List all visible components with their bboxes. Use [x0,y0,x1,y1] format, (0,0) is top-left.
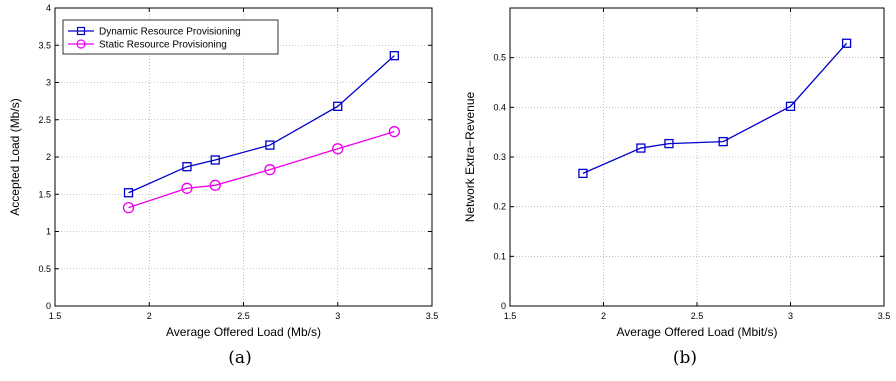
y-axis-label: Network Extra−Revenue [463,91,477,222]
y-tick-label: 4 [46,3,51,13]
series-line-1 [128,55,395,194]
legend-marker [76,39,86,49]
x-axis-label: Average Offered Load (Mbit/s) [617,325,778,339]
chart-caption: (b) [673,348,697,368]
y-tick-label: 3 [46,78,51,88]
y-tick-label: 1 [46,227,51,237]
data-point [123,188,134,198]
data-point [181,182,193,194]
data-point [209,179,221,191]
y-tick-label: 0.5 [38,264,51,274]
x-tick-label: 3 [335,311,340,321]
data-point [636,143,646,153]
data-point [264,164,276,176]
data-point [122,202,135,214]
x-tick-label: 1.5 [49,311,62,321]
legend-box [62,19,279,55]
data-point [785,101,796,111]
data-point [182,162,192,172]
legend-label: Static Resource Provisioning [99,40,227,51]
y-tick-label: 0.2 [493,202,506,212]
x-tick-label: 2.5 [237,311,250,321]
chart-panel-b: 1.5 2 2.5 3 3.5 0 0.1 0.2 0.3 0.4 0.5 Average Offer… [463,7,891,368]
x-tick-label: 1.5 [504,311,517,321]
legend-label: Dynamic Resource Provisioning [99,27,241,38]
y-tick-label: 0.1 [493,251,506,261]
series-line-2 [128,131,395,209]
data-point [210,155,220,165]
data-point [841,38,852,48]
data-point [578,168,588,179]
data-point [388,126,400,138]
y-tick-label: 0 [46,301,51,311]
y-axis-label: Accepted Load (Mb/s) [8,98,22,215]
x-tick-label: 2 [601,311,606,321]
chart-caption: (a) [228,348,251,368]
x-tick-label: 2 [147,311,152,321]
y-tick-label: 0.3 [493,152,506,162]
y-tick-label: 0.5 [493,53,506,63]
data-point [332,143,344,155]
x-axis-label: Average Offered Load (Mb/s) [166,325,321,339]
data-point [333,101,343,111]
y-tick-label: 1.5 [38,189,51,199]
y-tick-label: 3.5 [38,40,51,50]
y-tick-label: 2 [46,152,51,162]
y-tick-label: 0 [501,301,506,311]
x-tick-label: 3 [788,311,793,321]
data-point [664,138,674,149]
data-point [718,136,728,147]
series-line-1 [582,42,848,174]
data-point [389,51,399,61]
data-point [265,140,275,150]
x-tick-label: 2.5 [691,311,704,321]
y-tick-label: 0.4 [493,102,506,112]
x-tick-label: 3.5 [426,311,439,321]
x-tick-label: 3.5 [878,311,891,321]
chart-panel-a: 1.5 2 2.5 3 3.5 0 0.5 1 1.5 2 2.5 3 3.5 4 Average Offe… [8,3,438,368]
legend-marker [76,26,86,36]
legend: Dynamic Resource Provisioning Static Reso… [62,19,279,55]
y-tick-label: 2.5 [38,115,51,125]
